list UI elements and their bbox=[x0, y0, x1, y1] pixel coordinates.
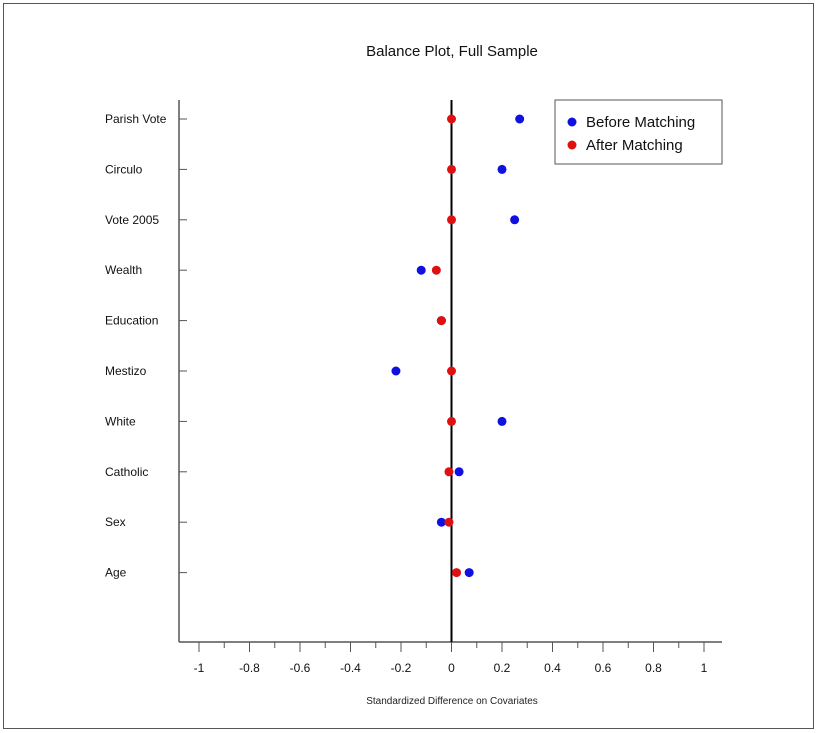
x-tick-label: 1 bbox=[701, 661, 708, 675]
x-tick-label: -0.6 bbox=[290, 661, 311, 675]
y-tick-label: White bbox=[105, 414, 136, 428]
point-before-matching bbox=[464, 568, 474, 578]
point-after-matching bbox=[436, 316, 446, 326]
point-before-matching bbox=[436, 517, 446, 527]
y-tick-label: Education bbox=[105, 314, 158, 328]
point-after-matching bbox=[447, 215, 456, 225]
point-after-matching bbox=[447, 164, 456, 174]
x-tick-label: 0.8 bbox=[645, 661, 662, 675]
point-after-matching bbox=[447, 416, 456, 426]
legend-marker-after-matching bbox=[567, 140, 577, 150]
y-tick-label: Wealth bbox=[105, 263, 142, 277]
point-after-matching bbox=[444, 517, 454, 527]
legend-label-after-matching: After Matching bbox=[586, 137, 683, 154]
point-before-matching bbox=[515, 114, 525, 124]
point-after-matching bbox=[447, 114, 456, 124]
legend-label-before-matching: Before Matching bbox=[586, 114, 695, 131]
y-tick-label: Mestizo bbox=[105, 364, 147, 378]
x-tick-label: 0.4 bbox=[544, 661, 561, 675]
data-points bbox=[391, 114, 525, 578]
x-tick-label: 0 bbox=[448, 661, 455, 675]
point-after-matching bbox=[447, 366, 456, 376]
x-tick-label: -0.8 bbox=[239, 661, 260, 675]
point-after-matching bbox=[431, 265, 441, 275]
x-axis-label: Standardized Difference on Covariates bbox=[366, 696, 538, 707]
point-before-matching bbox=[497, 164, 507, 174]
legend: Before Matching After Matching bbox=[554, 99, 723, 165]
y-tick-label: Sex bbox=[105, 515, 126, 529]
point-before-matching bbox=[391, 366, 401, 376]
x-tick-label: -1 bbox=[194, 661, 205, 675]
x-tick-label: -0.4 bbox=[340, 661, 361, 675]
point-after-matching bbox=[452, 568, 462, 578]
point-after-matching bbox=[444, 467, 454, 477]
chart-frame: Balance Plot, Full Sample Parish Vote Cir… bbox=[3, 3, 814, 729]
balance-plot: Balance Plot, Full Sample Parish Vote Cir… bbox=[105, 43, 723, 707]
y-axis-labels: Parish Vote Circulo Vote 2005 Wealth Educati… bbox=[105, 112, 187, 580]
y-tick-label: Vote 2005 bbox=[105, 213, 159, 227]
x-axis-ticks: -1 -0.8 -0.6 -0.4 -0.2 0 0.2 0.4 0.6 0.8 1 bbox=[194, 642, 708, 675]
point-before-matching bbox=[497, 416, 507, 426]
legend-marker-before-matching bbox=[567, 117, 577, 127]
point-before-matching bbox=[454, 467, 464, 477]
point-before-matching bbox=[416, 265, 426, 275]
y-tick-label: Circulo bbox=[105, 162, 143, 176]
x-tick-label: 0.2 bbox=[494, 661, 511, 675]
y-tick-label: Parish Vote bbox=[105, 112, 167, 126]
x-tick-label: 0.6 bbox=[595, 661, 612, 675]
y-tick-label: Age bbox=[105, 566, 127, 580]
y-tick-label: Catholic bbox=[105, 465, 148, 479]
legend-box bbox=[554, 99, 723, 165]
chart-title: Balance Plot, Full Sample bbox=[366, 43, 538, 60]
point-before-matching bbox=[510, 215, 520, 225]
x-tick-label: -0.2 bbox=[391, 661, 412, 675]
